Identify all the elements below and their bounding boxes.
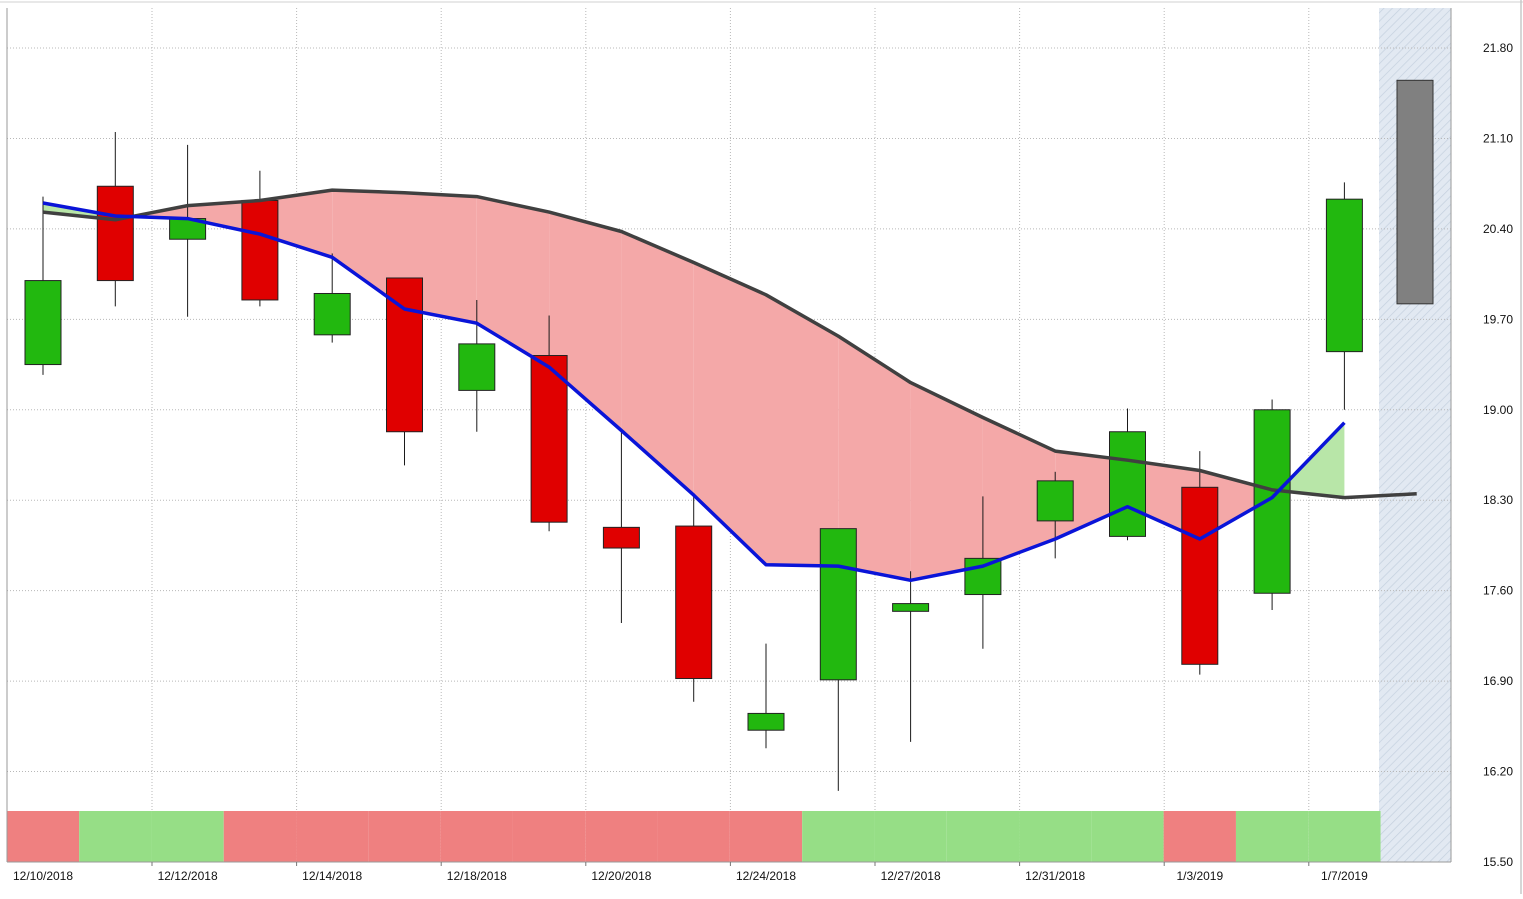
- candle-body: [241, 199, 279, 301]
- x-tick-label: 12/20/2018: [591, 869, 651, 883]
- signal-band-segment: [79, 811, 152, 862]
- signal-band-segment: [1019, 811, 1092, 862]
- candle-body: [96, 185, 134, 282]
- candle-body: [964, 557, 1002, 596]
- x-tick-label: 12/31/2018: [1025, 869, 1085, 883]
- signal-band-segment: [802, 811, 875, 862]
- signal-band-segment: [151, 811, 224, 862]
- x-tick-label: 1/3/2019: [1176, 869, 1223, 883]
- x-tick-label: 12/14/2018: [302, 869, 362, 883]
- y-tick-label: 16.20: [1483, 765, 1513, 779]
- candle-body: [602, 526, 640, 549]
- slow-moving-average-line: [42, 188, 1417, 500]
- x-tick-label: 12/12/2018: [158, 869, 218, 883]
- y-tick-label: 16.90: [1483, 674, 1513, 688]
- candle-body: [1325, 198, 1363, 353]
- x-tick-label: 12/10/2018: [13, 869, 73, 883]
- signal-band-segment: [1308, 811, 1381, 862]
- signal-band-segment: [223, 811, 297, 862]
- candle-body: [1181, 486, 1219, 665]
- candle-body: [386, 277, 423, 433]
- cloud-segment: [621, 231, 694, 496]
- signal-band-segment: [1091, 811, 1164, 862]
- y-tick-label: 17.60: [1483, 584, 1513, 598]
- signal-band-segment: [1163, 811, 1236, 862]
- y-tick-label: 19.70: [1483, 312, 1513, 326]
- candle-body: [892, 603, 930, 612]
- signal-band-segment: [657, 811, 730, 862]
- candle-body: [458, 343, 496, 391]
- signal-band-segment: [440, 811, 513, 862]
- candle-body: [1109, 431, 1146, 537]
- signal-band-segment: [368, 811, 441, 862]
- y-tick-label: 15.50: [1483, 855, 1513, 869]
- y-tick-label: 21.80: [1483, 41, 1513, 55]
- x-tick-label: 12/24/2018: [736, 869, 796, 883]
- signal-band-segment: [729, 811, 803, 862]
- signal-band-segment: [946, 811, 1020, 862]
- projection-bar: [1396, 79, 1434, 305]
- cloud-segment: [693, 262, 766, 565]
- cloud-segment: [838, 336, 911, 581]
- candle-body: [24, 280, 62, 366]
- candle-body: [675, 525, 713, 680]
- cloud-segment: [476, 196, 550, 368]
- x-tick-label: 1/7/2019: [1321, 869, 1368, 883]
- cloud-segment: [910, 382, 983, 581]
- candle-body: [1036, 480, 1074, 522]
- signal-band-segment: [7, 811, 80, 862]
- cloud-segment: [982, 417, 1056, 567]
- candle-body: [1253, 409, 1291, 594]
- candle-body: [747, 712, 785, 731]
- y-tick-label: 20.40: [1483, 222, 1513, 236]
- signal-band-segment: [874, 811, 947, 862]
- candle-body: [530, 355, 568, 523]
- candle-body: [313, 292, 351, 336]
- signal-band-segment: [585, 811, 658, 862]
- signal-band-segment: [1235, 811, 1309, 862]
- y-tick-label: 19.00: [1483, 403, 1513, 417]
- signal-band-segment: [512, 811, 586, 862]
- x-tick-label: 12/18/2018: [447, 869, 507, 883]
- x-tick-label: 12/27/2018: [881, 869, 941, 883]
- y-tick-label: 18.30: [1483, 493, 1513, 507]
- signal-band-segment: [296, 811, 369, 862]
- cloud-segment: [766, 294, 839, 567]
- fast-moving-average-line: [42, 201, 1346, 583]
- y-tick-label: 21.10: [1483, 131, 1513, 145]
- candle-body: [819, 528, 857, 681]
